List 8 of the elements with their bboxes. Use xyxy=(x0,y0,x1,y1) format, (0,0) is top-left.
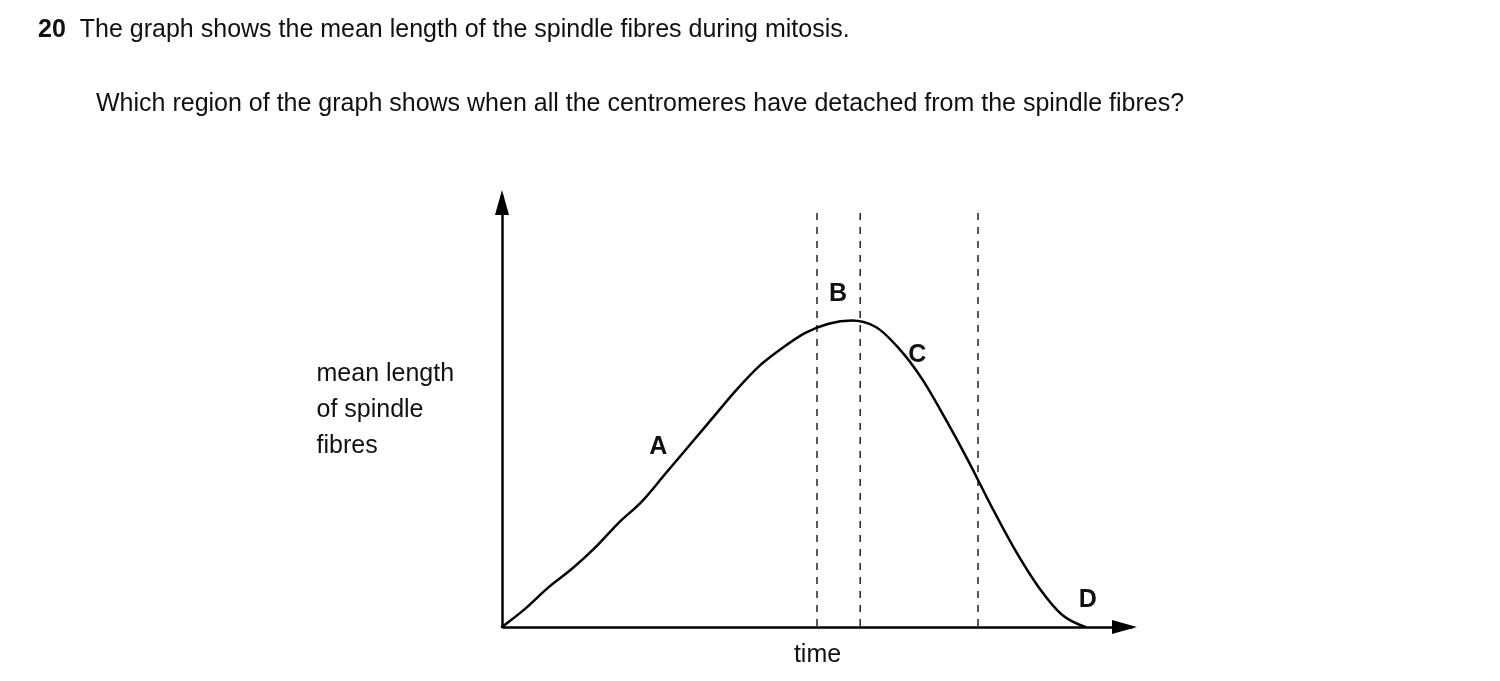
annotation: A xyxy=(649,431,668,460)
annotation: C xyxy=(908,339,927,368)
text: B xyxy=(828,278,848,307)
chart-title: 20 The graph shows the mean length of the spindle fibres during mitosis. xyxy=(38,14,850,43)
annotation: D xyxy=(1078,584,1097,613)
x-axis-title: time xyxy=(793,638,842,667)
y-axis-title: mean length of spindle fibres xyxy=(316,357,455,458)
chart-subtitle: Which region of the graph shows when all the centromeres have detached from the spindle fibres? xyxy=(96,87,1186,118)
